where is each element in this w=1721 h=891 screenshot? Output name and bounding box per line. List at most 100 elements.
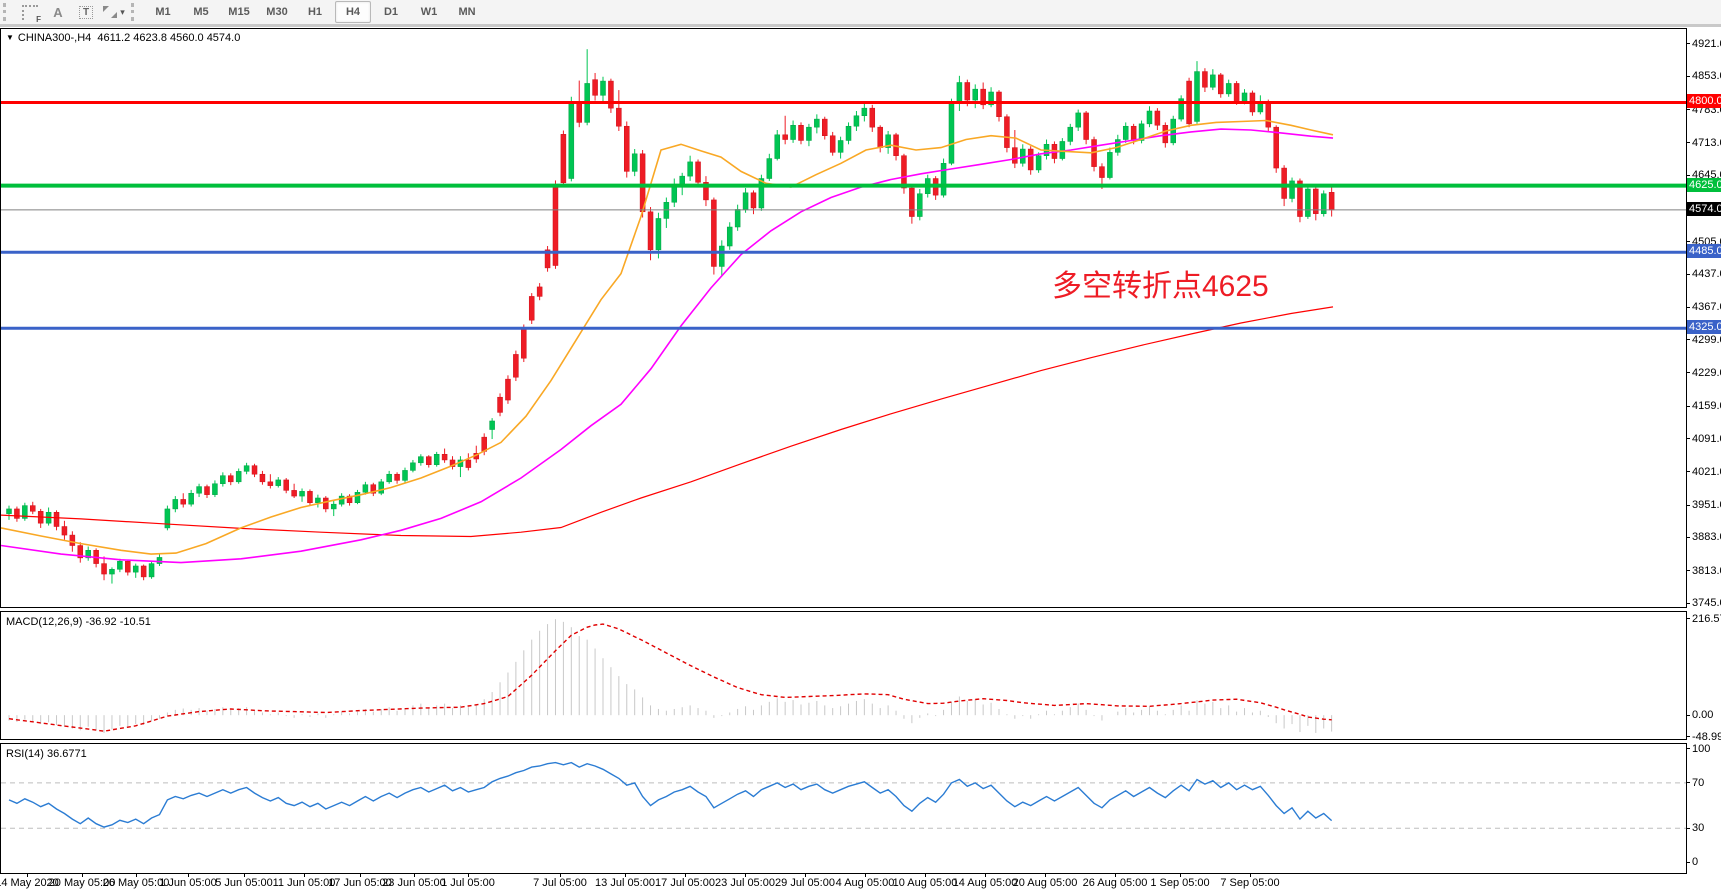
axis-tick-label: 100: [1687, 743, 1710, 755]
axis-tick-label: 4921.0: [1687, 38, 1721, 50]
candles-layer: [6, 49, 1335, 584]
axis-tick-label: 4021.0: [1687, 466, 1721, 478]
time-tick: [188, 874, 189, 877]
macd-label: MACD(12,26,9) -36.92 -10.51: [6, 616, 151, 628]
price-chart-panel[interactable]: [0, 28, 1687, 608]
time-axis[interactable]: 14 May 2020 20 May 05:00 26 May 05:00 1 Jun…: [0, 874, 1687, 891]
axis-tick-label: 0.00: [1687, 709, 1713, 721]
axis-tick-label: 30: [1687, 822, 1704, 834]
ohlc-values: 4611.2 4623.8 4560.0 4574.0: [97, 32, 241, 44]
axis-tick-label: -48.99: [1687, 731, 1721, 743]
time-tick: [1045, 874, 1046, 877]
price-axis-gutter: 4921.04853.04783.04713.04645.04505.04437…: [1687, 28, 1721, 891]
axis-tick-label: 3745.0: [1687, 597, 1721, 609]
time-tick: [82, 874, 83, 877]
time-label: 7 Jul 05:00: [533, 877, 587, 889]
timeframe-button-mn[interactable]: MN: [458, 6, 476, 18]
time-label: 23 Jun 05:00: [382, 877, 446, 889]
text-label-icon[interactable]: A: [53, 4, 63, 20]
timeframe-button-m1[interactable]: M1: [155, 6, 171, 18]
annotation-text: 多空转折点4625: [1052, 270, 1269, 303]
time-label: 26 May 05:00: [102, 877, 170, 889]
macd-canvas[interactable]: [1, 612, 1686, 739]
time-tick: [414, 874, 415, 877]
chevron-down-icon[interactable]: ▾: [120, 6, 125, 17]
arrows-tool-icon[interactable]: ▾: [101, 2, 127, 22]
text-tool-icon[interactable]: T: [73, 2, 99, 22]
time-tick: [136, 874, 137, 877]
time-label: 26 Aug 05:00: [1082, 877, 1148, 889]
macd-panel[interactable]: [0, 612, 1687, 740]
time-label: 20 Aug 05:00: [1012, 877, 1078, 889]
price-level-label: 4574.0: [1687, 201, 1721, 216]
time-tick: [304, 874, 305, 877]
time-label: 1 Jun 05:00: [159, 877, 217, 889]
timeframe-button-m5[interactable]: M5: [193, 6, 209, 18]
time-label: 7 Sep 05:00: [1220, 877, 1280, 889]
ma-slow-line: [1, 306, 1334, 538]
panel-separator[interactable]: [0, 609, 1687, 612]
time-tick: [560, 874, 561, 877]
axis-tick-label: 4713.0: [1687, 137, 1721, 149]
fibonacci-grid-icon[interactable]: F: [17, 2, 43, 24]
price-chart-canvas[interactable]: [1, 29, 1686, 607]
chart-title: ▼ CHINA300-,H4 4611.2 4623.8 4560.0 4574.…: [6, 32, 240, 44]
price-level-label: 4625.0: [1687, 177, 1721, 192]
axis-tick-label: 4853.0: [1687, 70, 1721, 82]
timeframe-button-m30[interactable]: M30: [266, 6, 288, 18]
timeframe-button-d1[interactable]: D1: [383, 6, 399, 18]
symbol-dropdown-icon[interactable]: ▼: [6, 33, 14, 42]
toolbar: F A T ▾ M1 M5 M15 M30 H1 H4 D1 W1 MN: [0, 0, 1721, 27]
axis-tick-label: 70: [1687, 777, 1704, 789]
toolbar-grip[interactable]: [3, 3, 13, 21]
timeframe-buttons: M1 M5 M15 M30 H1 H4 D1 W1 MN: [144, 1, 486, 23]
time-label: 29 Jul 05:00: [775, 877, 835, 889]
time-label: 23 Jul 05:00: [715, 877, 775, 889]
time-tick: [925, 874, 926, 877]
axis-tick-label: 3883.0: [1687, 531, 1721, 543]
time-tick: [468, 874, 469, 877]
time-label: 17 Jun 05:00: [328, 877, 392, 889]
axis-tick-label: 3813.0: [1687, 565, 1721, 577]
time-label: 13 Jul 05:00: [595, 877, 655, 889]
time-tick: [1250, 874, 1251, 877]
axis-tick-label: 4229.0: [1687, 367, 1721, 379]
timeframe-button-h4[interactable]: H4: [335, 1, 371, 23]
timeframe-button-w1[interactable]: W1: [420, 6, 438, 18]
time-label: 20 May 05:00: [48, 877, 116, 889]
rsi-canvas[interactable]: [1, 744, 1686, 873]
time-label: 17 Jul 05:00: [655, 877, 715, 889]
time-tick: [805, 874, 806, 877]
time-label: 1 Jul 05:00: [441, 877, 495, 889]
time-tick: [27, 874, 28, 877]
ma-fast-line: [1, 119, 1334, 555]
price-level-label: 4485.0: [1687, 244, 1721, 259]
macd-signal-line: [8, 623, 1332, 732]
axis-tick-label: 0: [1687, 856, 1698, 868]
time-label: 14 Aug 05:00: [952, 877, 1018, 889]
macd-histogram: [8, 619, 1333, 733]
time-tick: [685, 874, 686, 877]
time-tick: [625, 874, 626, 877]
time-label: 10 Aug 05:00: [892, 877, 958, 889]
time-tick: [985, 874, 986, 877]
axis-tick-label: 4091.0: [1687, 433, 1721, 445]
symbol-timeframe: CHINA300-,H4: [17, 32, 92, 44]
rsi-line: [8, 761, 1333, 828]
time-label: 14 May 2020: [0, 877, 59, 889]
ma-mid-line: [1, 128, 1334, 564]
price-level-label: 4325.0: [1687, 320, 1721, 335]
rsi-panel[interactable]: [0, 744, 1687, 874]
timeframe-button-m15[interactable]: M15: [228, 6, 250, 18]
toolbar-grip[interactable]: [131, 3, 141, 21]
time-label: 1 Sep 05:00: [1150, 877, 1210, 889]
axis-tick-label: 4367.0: [1687, 301, 1721, 313]
time-label: 5 Jun 05:00: [215, 877, 273, 889]
timeframe-button-h1[interactable]: H1: [307, 6, 323, 18]
time-tick: [1180, 874, 1181, 877]
panel-separator[interactable]: [0, 741, 1687, 744]
time-tick: [865, 874, 866, 877]
time-tick: [360, 874, 361, 877]
horizontal-lines-layer[interactable]: [1, 101, 1686, 330]
